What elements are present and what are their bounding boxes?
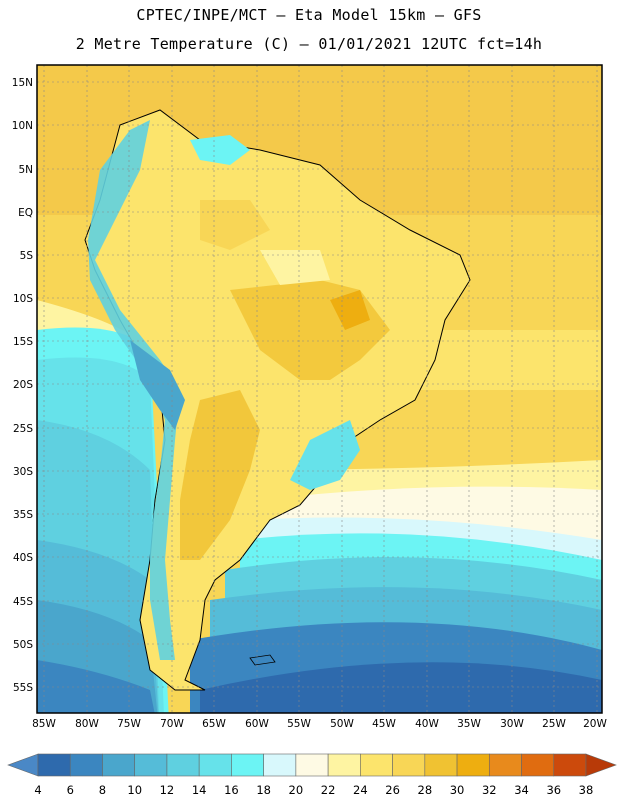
- colorbar-low-arrow: [7, 753, 39, 777]
- lon-tick-label: 65W: [202, 718, 226, 730]
- lon-tick-label: 55W: [287, 718, 311, 730]
- colorbar-swatch: [263, 753, 297, 777]
- lat-tick-label: 5S: [20, 250, 34, 262]
- colorbar-label: 22: [321, 783, 336, 797]
- lat-tick-label: 15S: [13, 336, 33, 348]
- colorbar-label: 6: [67, 783, 74, 797]
- colorbar-label: 28: [418, 783, 433, 797]
- colorbar-swatch: [553, 753, 587, 777]
- colorbar-label: 18: [256, 783, 271, 797]
- colorbar-label: 20: [289, 783, 304, 797]
- gridlines: [37, 65, 602, 713]
- colorbar-swatch: [102, 753, 136, 777]
- lon-tick-label: 50W: [330, 718, 354, 730]
- map-field: [37, 65, 602, 713]
- colorbar-label: 36: [546, 783, 561, 797]
- colorbar-swatch: [327, 753, 361, 777]
- colorbar-label: 30: [450, 783, 465, 797]
- lon-tick-label: 40W: [415, 718, 439, 730]
- colorbar-label: 38: [579, 783, 594, 797]
- lat-tick-label: 20S: [13, 379, 33, 391]
- lat-tick-label: 45S: [13, 596, 33, 608]
- colorbar-label: 4: [34, 783, 41, 797]
- lat-tick-label: 40S: [13, 552, 33, 564]
- lon-tick-label: 30W: [500, 718, 524, 730]
- lon-tick-label: 45W: [372, 718, 396, 730]
- colorbar-label: 34: [514, 783, 529, 797]
- colorbar-swatch: [69, 753, 103, 777]
- lon-tick-label: 20W: [583, 718, 607, 730]
- lat-tick-label: 10S: [13, 293, 33, 305]
- colorbar-swatch: [134, 753, 168, 777]
- colorbar-swatch: [295, 753, 329, 777]
- title-line-2: 2 Metre Temperature (C) – 01/01/2021 12U…: [75, 35, 543, 53]
- lat-tick-label: EQ: [18, 207, 33, 219]
- colorbar-swatch: [424, 753, 458, 777]
- lon-axis: 85W 80W 75W 70W 65W 60W 55W 50W 45W 40W …: [32, 718, 607, 730]
- colorbar-swatch: [456, 753, 490, 777]
- colorbar-swatch: [392, 753, 426, 777]
- lon-tick-label: 35W: [457, 718, 481, 730]
- lon-tick-label: 60W: [245, 718, 269, 730]
- colorbar-label: 16: [224, 783, 239, 797]
- lat-tick-label: 5N: [18, 164, 33, 176]
- colorbar-label: 8: [99, 783, 106, 797]
- colorbar-label: 26: [385, 783, 400, 797]
- colorbar-swatch: [488, 753, 522, 777]
- lon-tick-label: 25W: [542, 718, 566, 730]
- lat-tick-label: 55S: [13, 682, 33, 694]
- lat-tick-label: 25S: [13, 423, 33, 435]
- map-frame: [36, 64, 603, 714]
- colorbar-label: 32: [482, 783, 497, 797]
- lon-tick-label: 80W: [75, 718, 99, 730]
- colorbar-swatch: [231, 753, 264, 777]
- colorbar-swatch: [521, 753, 555, 777]
- colorbar: 4 6 8 10 12 14 16 18 20 22 24 26 28 30 32 34 36 38: [7, 753, 617, 797]
- lat-tick-label: 35S: [13, 509, 33, 521]
- colorbar-swatch: [166, 753, 200, 777]
- colorbar-swatch: [37, 753, 71, 777]
- colorbar-label: 12: [160, 783, 175, 797]
- lon-tick-label: 75W: [117, 718, 141, 730]
- title-line-1: CPTEC/INPE/MCT – Eta Model 15km – GFS: [136, 6, 482, 24]
- colorbar-label: 24: [353, 783, 368, 797]
- colorbar-swatch: [360, 753, 393, 777]
- lat-tick-label: 50S: [13, 639, 33, 651]
- lat-tick-label: 30S: [13, 466, 33, 478]
- lon-tick-label: 70W: [160, 718, 184, 730]
- lat-tick-label: 15N: [12, 77, 33, 89]
- colorbar-swatch: [198, 753, 232, 777]
- colorbar-label: 14: [192, 783, 207, 797]
- colorbar-label: 10: [127, 783, 142, 797]
- colorbar-high-arrow: [585, 753, 617, 777]
- lat-tick-label: 10N: [12, 120, 33, 132]
- lat-axis: 15N 10N 5N EQ 5S 10S 15S 20S 25S 30S 35S…: [12, 77, 34, 694]
- lon-tick-label: 85W: [32, 718, 56, 730]
